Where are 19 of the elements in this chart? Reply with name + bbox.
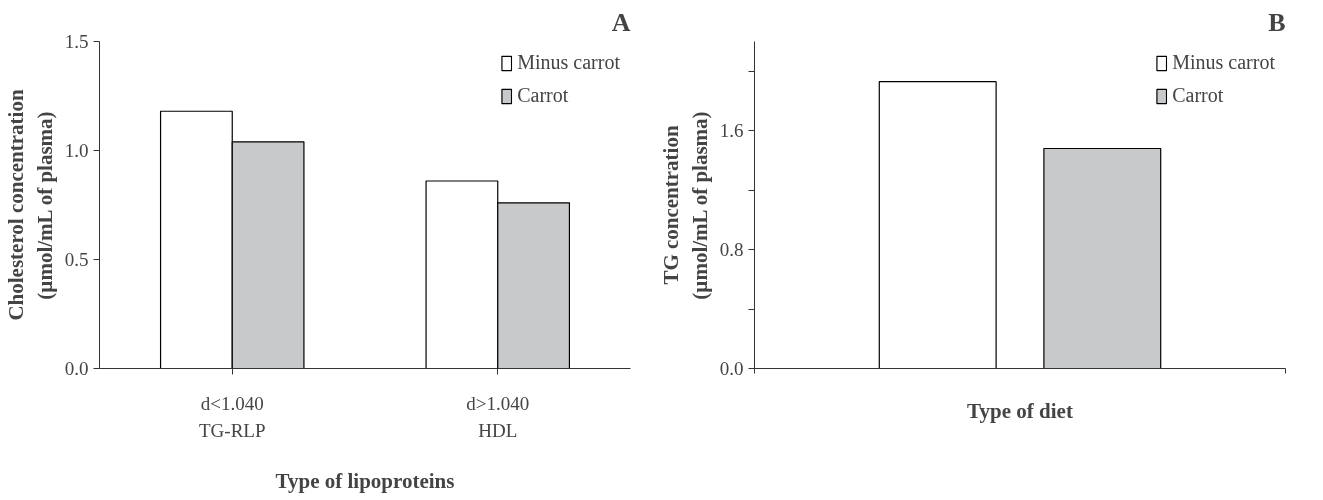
y-axis-title: Cholesterol concentration (µmol/mL of plasma) [3, 89, 57, 321]
x-tick-label: d>1.040 HDL [466, 392, 530, 441]
y-tick-label: 1.6 [719, 120, 744, 142]
y-tick-label: 1.0 [64, 140, 89, 161]
chart-title: B [1268, 7, 1286, 37]
x-tick-label: d<1.040 TG-RLP [199, 392, 266, 441]
y-tick-label: 1.5 [64, 31, 89, 52]
y-axis-title: TG concentration (µmol/mL of plasma) [658, 111, 712, 300]
x-axis-title: Type of lipoproteins [275, 468, 455, 493]
legend-label: Minus carrot [1172, 51, 1275, 74]
y-tick-label: 0.0 [64, 358, 89, 379]
y-tick-label: 0.8 [719, 239, 744, 261]
legend-label: Carrot [1172, 84, 1224, 107]
y-tick-label: 0.5 [64, 249, 89, 270]
x-axis-title: Type of diet [967, 398, 1073, 423]
legend-label: Carrot [517, 84, 569, 107]
y-tick-label: 0.0 [719, 358, 744, 379]
chart-title: A [611, 7, 631, 37]
legend-label: Minus carrot [517, 51, 620, 74]
